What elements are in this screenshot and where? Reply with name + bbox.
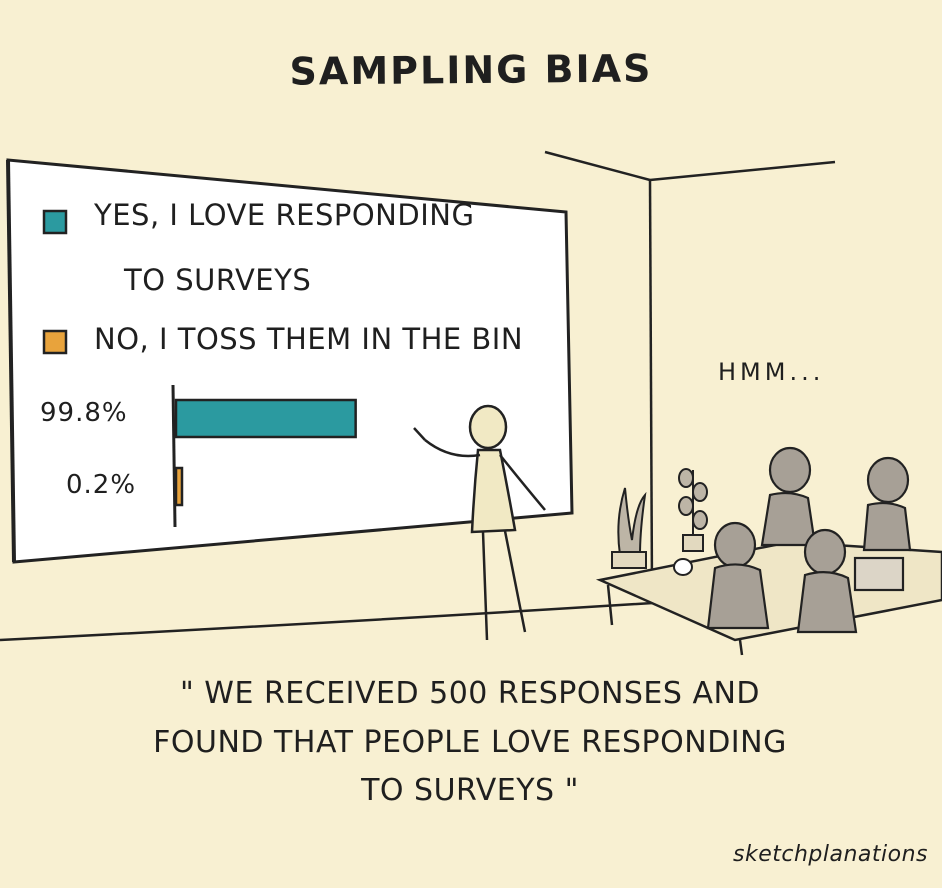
chart-axis xyxy=(171,384,177,528)
person-back-left-head xyxy=(768,446,812,494)
data-label-yes: 99.8% xyxy=(40,398,128,428)
whiteboard xyxy=(6,158,574,564)
legend-yes-line1: YES, I LOVE RESPONDING xyxy=(94,198,475,232)
presenter-figure xyxy=(424,404,546,641)
data-label-no: 0.2% xyxy=(66,470,137,500)
presenter-arm-pointing xyxy=(424,439,481,458)
caption-line-2: FOUND THAT PEOPLE LOVE RESPONDING xyxy=(153,724,787,760)
presenter-body xyxy=(470,448,517,534)
credit-signature: sketchplanations xyxy=(733,842,928,867)
caption-quote: " WE RECEIVED 500 RESPONSES AND FOUND TH… xyxy=(30,670,910,816)
caption-line-1: " WE RECEIVED 500 RESPONSES AND xyxy=(179,676,761,711)
person-back-right-body xyxy=(862,501,912,552)
person-back-left-body xyxy=(760,491,817,547)
presenter-legs xyxy=(481,530,527,641)
audience xyxy=(706,446,912,634)
wall-corner-line xyxy=(648,179,654,591)
laptop xyxy=(853,556,905,592)
bar-yes xyxy=(174,398,357,439)
floor-line xyxy=(0,583,942,642)
caption-line-3: TO SURVEYS " xyxy=(361,773,579,809)
ceiling-line-left xyxy=(544,150,651,182)
bar-no xyxy=(174,466,184,507)
plant-leafy xyxy=(678,468,708,552)
person-front-left-head xyxy=(713,521,757,569)
plant-spiky xyxy=(611,487,647,569)
person-front-left-body xyxy=(706,563,770,630)
person-front-right-head xyxy=(803,528,847,576)
presenter-head xyxy=(468,404,508,450)
bars xyxy=(174,398,357,507)
orange-square-icon xyxy=(42,329,68,355)
person-front-right-body xyxy=(796,571,858,634)
teal-square-icon xyxy=(42,209,68,235)
presenter-arm-down xyxy=(499,454,546,511)
legend-no-line1: NO, I TOSS THEM IN THE BIN xyxy=(94,322,524,356)
ceiling-line-right xyxy=(649,160,836,182)
coffee-cup xyxy=(673,558,693,576)
person-back-right-head xyxy=(866,456,910,504)
speech-bubble-text: HMM... xyxy=(718,358,825,386)
pointer-stick xyxy=(413,427,426,441)
legend-yes-line2: TO SURVEYS xyxy=(124,263,312,297)
